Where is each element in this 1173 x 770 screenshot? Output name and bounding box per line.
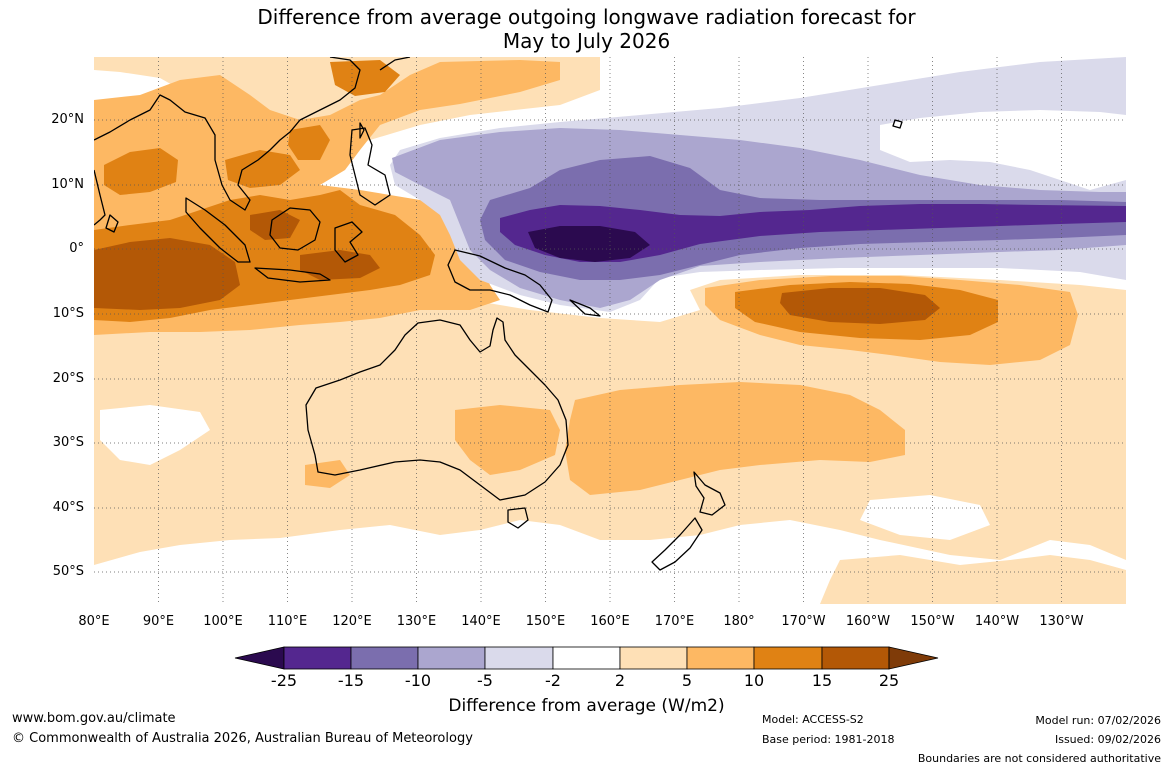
anomaly-core-darkest-purple — [528, 226, 650, 262]
lon-label-150e: 150°E — [525, 614, 566, 629]
solomon-islands-coastline — [569, 299, 601, 317]
asia-mainland-coastline — [94, 57, 361, 211]
map-title-line1: Difference from average outgoing longwav… — [257, 5, 916, 29]
map-panel — [94, 57, 1126, 604]
japan-coastline — [379, 57, 411, 71]
colorbar — [234, 646, 939, 670]
india-coastline — [94, 169, 106, 226]
lat-label-50s: 50°S — [52, 564, 84, 579]
grid-lines — [94, 57, 1126, 604]
lat-label-equator: 0° — [69, 241, 84, 256]
colorbar-bin-10-15 — [753, 646, 823, 670]
sri-lanka-coastline — [105, 214, 119, 233]
lon-label-90e: 90°E — [142, 614, 175, 629]
colorbar-bin-minus2-2 — [552, 646, 621, 670]
sulawesi-coastline — [334, 221, 363, 263]
anomaly-core-brown-pacific — [780, 288, 940, 324]
anomaly-patch-white-pacific-north — [880, 110, 1126, 190]
colorbar-extend-low — [234, 646, 285, 670]
copyright-text: © Commonwealth of Australia 2026, Austra… — [12, 731, 473, 746]
anomaly-core-brown-indian-ocean — [94, 238, 240, 310]
borneo-coastline — [269, 207, 321, 251]
colorbar-tick-minus5: -5 — [477, 671, 493, 690]
anomaly-patch-white-pacific-south — [860, 495, 990, 540]
lat-label-30s: 30°S — [52, 435, 84, 450]
lon-label-130w: 130°W — [1039, 614, 1084, 629]
lon-label-160w: 160°W — [845, 614, 891, 629]
lon-label-170w: 170°W — [781, 614, 826, 629]
new-zealand-north-coastline — [693, 471, 726, 516]
colorbar-tick-minus10: -10 — [404, 671, 432, 690]
lon-label-160e: 160°E — [590, 614, 630, 629]
lon-label-140w: 140°W — [974, 614, 1020, 629]
colorbar-bin-15-25 — [821, 646, 890, 670]
taiwan-coastline — [359, 122, 365, 139]
anomaly-region-dark-purple — [500, 204, 1126, 262]
anomaly-patch-dark-orange-bay-of-bengal — [104, 148, 178, 195]
anomaly-region-orange-australia-east — [565, 382, 905, 495]
lon-label-130e: 130°E — [396, 614, 437, 629]
colorbar-tick-15: 15 — [811, 671, 833, 690]
website-text: www.bom.gov.au/climate — [12, 711, 176, 726]
lon-label-110e: 110°E — [267, 614, 308, 629]
colorbar-bin-minus10-minus5 — [417, 646, 486, 670]
coastlines — [94, 57, 903, 571]
new-zealand-south-coastline — [651, 517, 703, 571]
philippines-coastline — [349, 127, 391, 206]
lon-label-100e: 100°E — [203, 614, 243, 629]
hawaii-coastline — [892, 119, 903, 129]
anomaly-patch-white-southwest — [100, 405, 210, 465]
lon-label-180: 180° — [723, 614, 755, 629]
colorbar-tick-minus25: -25 — [270, 671, 298, 690]
colorbar-bin-minus5-minus2 — [484, 646, 554, 670]
colorbar-tick-minus15: -15 — [337, 671, 365, 690]
colorbar-bin-minus25-minus15 — [283, 646, 352, 670]
disclaimer-text: Boundaries are not considered authoritat… — [917, 752, 1161, 765]
lat-label-20n: 20°N — [51, 112, 84, 127]
anomaly-patch-white-tasman — [600, 540, 760, 585]
lon-label-140e: 140°E — [461, 614, 501, 629]
colorbar-extend-high — [888, 646, 939, 670]
lat-label-10n: 10°N — [51, 177, 84, 192]
colorbar-bin-minus15-minus10 — [350, 646, 419, 670]
colorbar-tick-2: 2 — [614, 671, 626, 690]
anomaly-core-brown-sulawesi — [300, 250, 380, 280]
issued-text: Issued: 09/02/2026 — [1054, 733, 1161, 746]
colorbar-tick-minus2: -2 — [545, 671, 561, 690]
base-period-text: Base period: 1981-2018 — [762, 733, 895, 746]
map-title-line2: May to July 2026 — [502, 29, 671, 53]
java-coastline — [254, 267, 331, 283]
sumatra-coastline — [185, 197, 251, 263]
model-text: Model: ACCESS-S2 — [762, 713, 864, 726]
anomaly-patch-dark-orange-indochina — [225, 150, 300, 188]
lon-label-150w: 150°W — [910, 614, 955, 629]
colorbar-tick-10: 10 — [743, 671, 765, 690]
lon-label-170e: 170°E — [654, 614, 695, 629]
colorbar-bin-2-5 — [619, 646, 688, 670]
tasmania-coastline — [507, 507, 529, 529]
lat-label-40s: 40°S — [52, 500, 84, 515]
colorbar-bin-5-10 — [686, 646, 755, 670]
lat-label-10s: 10°S — [52, 306, 84, 321]
colorbar-title: Difference from average (W/m2) — [448, 696, 725, 716]
anomaly-patch-dark-orange-scs — [288, 125, 330, 160]
anomaly-patch-light-orange-se — [820, 555, 1126, 604]
lon-label-80e: 80°E — [78, 614, 110, 629]
colorbar-tick-25: 25 — [878, 671, 900, 690]
lon-label-120e: 120°E — [332, 614, 372, 629]
lat-label-20s: 20°S — [52, 371, 84, 386]
australia-coastline — [305, 317, 569, 501]
model-run-text: Model run: 07/02/2026 — [1035, 714, 1161, 727]
colorbar-tick-5: 5 — [681, 671, 693, 690]
new-guinea-coastline — [447, 249, 553, 313]
